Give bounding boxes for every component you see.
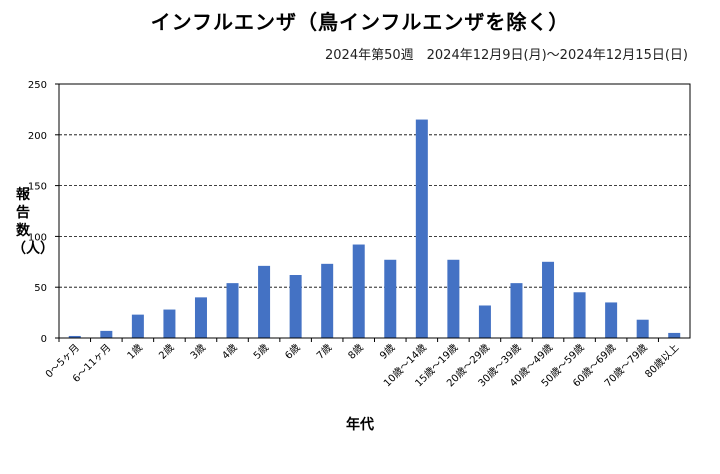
bar bbox=[415, 119, 428, 338]
bar bbox=[131, 314, 144, 338]
bar bbox=[68, 335, 81, 338]
bar bbox=[163, 309, 176, 338]
bar bbox=[668, 332, 681, 338]
bars bbox=[68, 119, 681, 338]
bar bbox=[542, 261, 555, 338]
bar bbox=[321, 263, 334, 338]
bar bbox=[289, 275, 302, 338]
x-tick-label: 2歳 bbox=[156, 342, 176, 362]
x-tick-label: 3歳 bbox=[188, 342, 208, 362]
y-tick-labels: 0 50 100 150 200 250 bbox=[28, 80, 59, 345]
bar bbox=[636, 319, 649, 338]
x-tick-label: 6歳 bbox=[283, 342, 303, 362]
y-tick-label: 200 bbox=[28, 131, 47, 142]
chart-title: インフルエンザ（鳥インフルエンザを除く） bbox=[150, 10, 570, 34]
x-tick-label: 7歳 bbox=[314, 342, 334, 362]
y-tick-label: 50 bbox=[34, 283, 47, 294]
x-tick-label: 4歳 bbox=[220, 342, 240, 362]
bar bbox=[100, 330, 113, 338]
bar bbox=[352, 244, 365, 338]
grid-lines bbox=[59, 134, 690, 288]
y-tick-label: 0 bbox=[41, 334, 47, 345]
bar bbox=[605, 302, 618, 338]
bar bbox=[226, 283, 239, 338]
bar bbox=[478, 305, 491, 338]
plot-area-frame bbox=[58, 83, 691, 339]
x-tick-label: 1歳 bbox=[125, 342, 145, 362]
bar bbox=[194, 297, 207, 338]
x-tick-label: 8歳 bbox=[346, 342, 366, 362]
bar bbox=[573, 292, 586, 338]
bar bbox=[510, 283, 523, 338]
bar bbox=[447, 259, 460, 338]
y-tick-label: 100 bbox=[28, 232, 47, 243]
y-tick-label: 250 bbox=[28, 80, 47, 91]
y-tick-label: 150 bbox=[28, 182, 47, 193]
x-tick-label: 5歳 bbox=[251, 342, 271, 362]
x-axis-title: 年代 bbox=[346, 417, 374, 433]
chart-subtitle: 2024年第50週 2024年12月9日(月)～2024年12月15日(日) bbox=[325, 48, 688, 63]
x-tick-label: 80歳以上 bbox=[643, 342, 682, 381]
x-tick-label: 9歳 bbox=[377, 342, 397, 362]
bar bbox=[384, 259, 397, 338]
y-axis-title: 報告数（人） bbox=[12, 187, 54, 257]
bar bbox=[258, 265, 271, 338]
